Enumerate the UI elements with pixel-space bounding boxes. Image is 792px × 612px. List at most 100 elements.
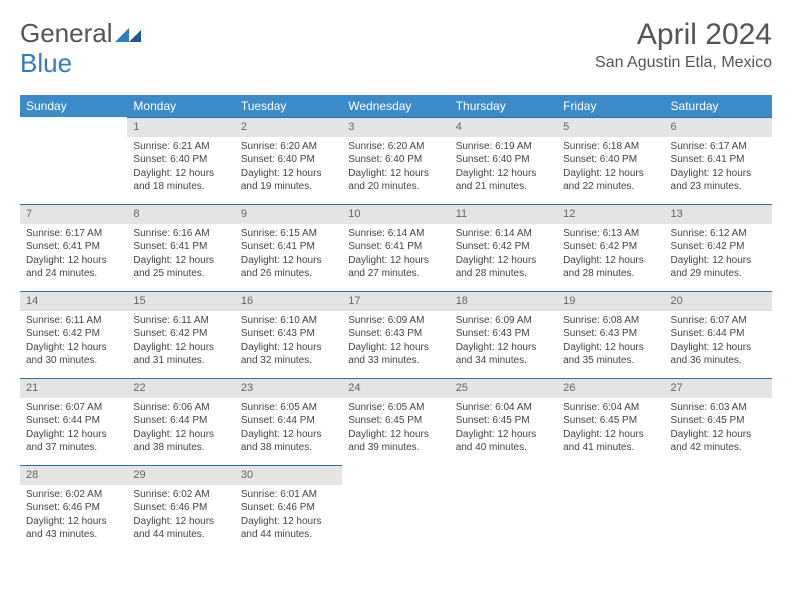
calendar-row: 7Sunrise: 6:17 AMSunset: 6:41 PMDaylight… [20,204,772,291]
daylight-line: Daylight: 12 hours and 42 minutes. [671,428,766,455]
day-number: 26 [557,378,664,398]
day-number: 17 [342,291,449,311]
day-body: Sunrise: 6:09 AMSunset: 6:43 PMDaylight:… [450,311,557,372]
sunrise-line: Sunrise: 6:14 AM [348,227,443,241]
weekday-header: Tuesday [235,95,342,117]
sunset-line: Sunset: 6:45 PM [563,414,658,428]
calendar-cell [557,465,664,552]
sunset-line: Sunset: 6:42 PM [671,240,766,254]
day-number: 27 [665,378,772,398]
day-number: 22 [127,378,234,398]
daylight-line: Daylight: 12 hours and 20 minutes. [348,167,443,194]
day-body: Sunrise: 6:02 AMSunset: 6:46 PMDaylight:… [20,485,127,546]
daylight-line: Daylight: 12 hours and 31 minutes. [133,341,228,368]
sunset-line: Sunset: 6:46 PM [241,501,336,515]
sunrise-line: Sunrise: 6:09 AM [456,314,551,328]
sunset-line: Sunset: 6:44 PM [671,327,766,341]
calendar-cell [665,465,772,552]
sunset-line: Sunset: 6:41 PM [348,240,443,254]
sunrise-line: Sunrise: 6:05 AM [348,401,443,415]
calendar-row: 21Sunrise: 6:07 AMSunset: 6:44 PMDayligh… [20,378,772,465]
sunset-line: Sunset: 6:43 PM [241,327,336,341]
calendar-cell: 30Sunrise: 6:01 AMSunset: 6:46 PMDayligh… [235,465,342,552]
daylight-line: Daylight: 12 hours and 25 minutes. [133,254,228,281]
day-body: Sunrise: 6:09 AMSunset: 6:43 PMDaylight:… [342,311,449,372]
weekday-header: Friday [557,95,664,117]
calendar-cell: 17Sunrise: 6:09 AMSunset: 6:43 PMDayligh… [342,291,449,378]
daylight-line: Daylight: 12 hours and 39 minutes. [348,428,443,455]
daylight-line: Daylight: 12 hours and 35 minutes. [563,341,658,368]
sunset-line: Sunset: 6:43 PM [348,327,443,341]
sunset-line: Sunset: 6:40 PM [241,153,336,167]
calendar-cell: 20Sunrise: 6:07 AMSunset: 6:44 PMDayligh… [665,291,772,378]
day-body: Sunrise: 6:08 AMSunset: 6:43 PMDaylight:… [557,311,664,372]
day-body: Sunrise: 6:04 AMSunset: 6:45 PMDaylight:… [450,398,557,459]
sunrise-line: Sunrise: 6:09 AM [348,314,443,328]
sunrise-line: Sunrise: 6:11 AM [26,314,121,328]
day-body: Sunrise: 6:05 AMSunset: 6:44 PMDaylight:… [235,398,342,459]
sunrise-line: Sunrise: 6:04 AM [563,401,658,415]
daylight-line: Daylight: 12 hours and 37 minutes. [26,428,121,455]
day-number: 8 [127,204,234,224]
sunrise-line: Sunrise: 6:16 AM [133,227,228,241]
sunset-line: Sunset: 6:42 PM [563,240,658,254]
calendar-cell: 10Sunrise: 6:14 AMSunset: 6:41 PMDayligh… [342,204,449,291]
weekday-header: Thursday [450,95,557,117]
day-body: Sunrise: 6:14 AMSunset: 6:41 PMDaylight:… [342,224,449,285]
daylight-line: Daylight: 12 hours and 27 minutes. [348,254,443,281]
day-body: Sunrise: 6:20 AMSunset: 6:40 PMDaylight:… [342,137,449,198]
daylight-line: Daylight: 12 hours and 29 minutes. [671,254,766,281]
day-number: 24 [342,378,449,398]
sunset-line: Sunset: 6:41 PM [241,240,336,254]
sunset-line: Sunset: 6:44 PM [241,414,336,428]
logo-text-1: General [20,18,113,49]
calendar-cell: 7Sunrise: 6:17 AMSunset: 6:41 PMDaylight… [20,204,127,291]
sunset-line: Sunset: 6:46 PM [133,501,228,515]
daylight-line: Daylight: 12 hours and 24 minutes. [26,254,121,281]
day-body: Sunrise: 6:11 AMSunset: 6:42 PMDaylight:… [20,311,127,372]
sunrise-line: Sunrise: 6:12 AM [671,227,766,241]
calendar-cell: 8Sunrise: 6:16 AMSunset: 6:41 PMDaylight… [127,204,234,291]
day-body: Sunrise: 6:18 AMSunset: 6:40 PMDaylight:… [557,137,664,198]
sunrise-line: Sunrise: 6:04 AM [456,401,551,415]
sunrise-line: Sunrise: 6:05 AM [241,401,336,415]
calendar-cell [20,117,127,204]
weekday-header-row: Sunday Monday Tuesday Wednesday Thursday… [20,95,772,117]
sunrise-line: Sunrise: 6:21 AM [133,140,228,154]
sunrise-line: Sunrise: 6:15 AM [241,227,336,241]
sunrise-line: Sunrise: 6:20 AM [348,140,443,154]
calendar-cell: 19Sunrise: 6:08 AMSunset: 6:43 PMDayligh… [557,291,664,378]
day-number: 15 [127,291,234,311]
calendar-body: 1Sunrise: 6:21 AMSunset: 6:40 PMDaylight… [20,117,772,552]
day-body: Sunrise: 6:17 AMSunset: 6:41 PMDaylight:… [20,224,127,285]
day-number: 6 [665,117,772,137]
sunset-line: Sunset: 6:42 PM [133,327,228,341]
daylight-line: Daylight: 12 hours and 43 minutes. [26,515,121,542]
calendar-cell: 3Sunrise: 6:20 AMSunset: 6:40 PMDaylight… [342,117,449,204]
sunrise-line: Sunrise: 6:17 AM [26,227,121,241]
sunset-line: Sunset: 6:41 PM [26,240,121,254]
day-body: Sunrise: 6:20 AMSunset: 6:40 PMDaylight:… [235,137,342,198]
sunrise-line: Sunrise: 6:18 AM [563,140,658,154]
calendar-cell: 25Sunrise: 6:04 AMSunset: 6:45 PMDayligh… [450,378,557,465]
calendar-cell: 6Sunrise: 6:17 AMSunset: 6:41 PMDaylight… [665,117,772,204]
day-body: Sunrise: 6:07 AMSunset: 6:44 PMDaylight:… [665,311,772,372]
day-number: 2 [235,117,342,137]
day-number: 11 [450,204,557,224]
calendar-cell: 28Sunrise: 6:02 AMSunset: 6:46 PMDayligh… [20,465,127,552]
calendar-table: Sunday Monday Tuesday Wednesday Thursday… [20,95,772,552]
sunset-line: Sunset: 6:45 PM [671,414,766,428]
day-body: Sunrise: 6:10 AMSunset: 6:43 PMDaylight:… [235,311,342,372]
day-number: 23 [235,378,342,398]
weekday-header: Monday [127,95,234,117]
calendar-cell: 11Sunrise: 6:14 AMSunset: 6:42 PMDayligh… [450,204,557,291]
month-title: April 2024 [595,18,772,52]
day-number: 7 [20,204,127,224]
calendar-row: 14Sunrise: 6:11 AMSunset: 6:42 PMDayligh… [20,291,772,378]
daylight-line: Daylight: 12 hours and 44 minutes. [133,515,228,542]
sunset-line: Sunset: 6:44 PM [26,414,121,428]
day-body: Sunrise: 6:16 AMSunset: 6:41 PMDaylight:… [127,224,234,285]
sunset-line: Sunset: 6:40 PM [563,153,658,167]
logo-text-2: Blue [20,48,72,78]
calendar-cell: 4Sunrise: 6:19 AMSunset: 6:40 PMDaylight… [450,117,557,204]
